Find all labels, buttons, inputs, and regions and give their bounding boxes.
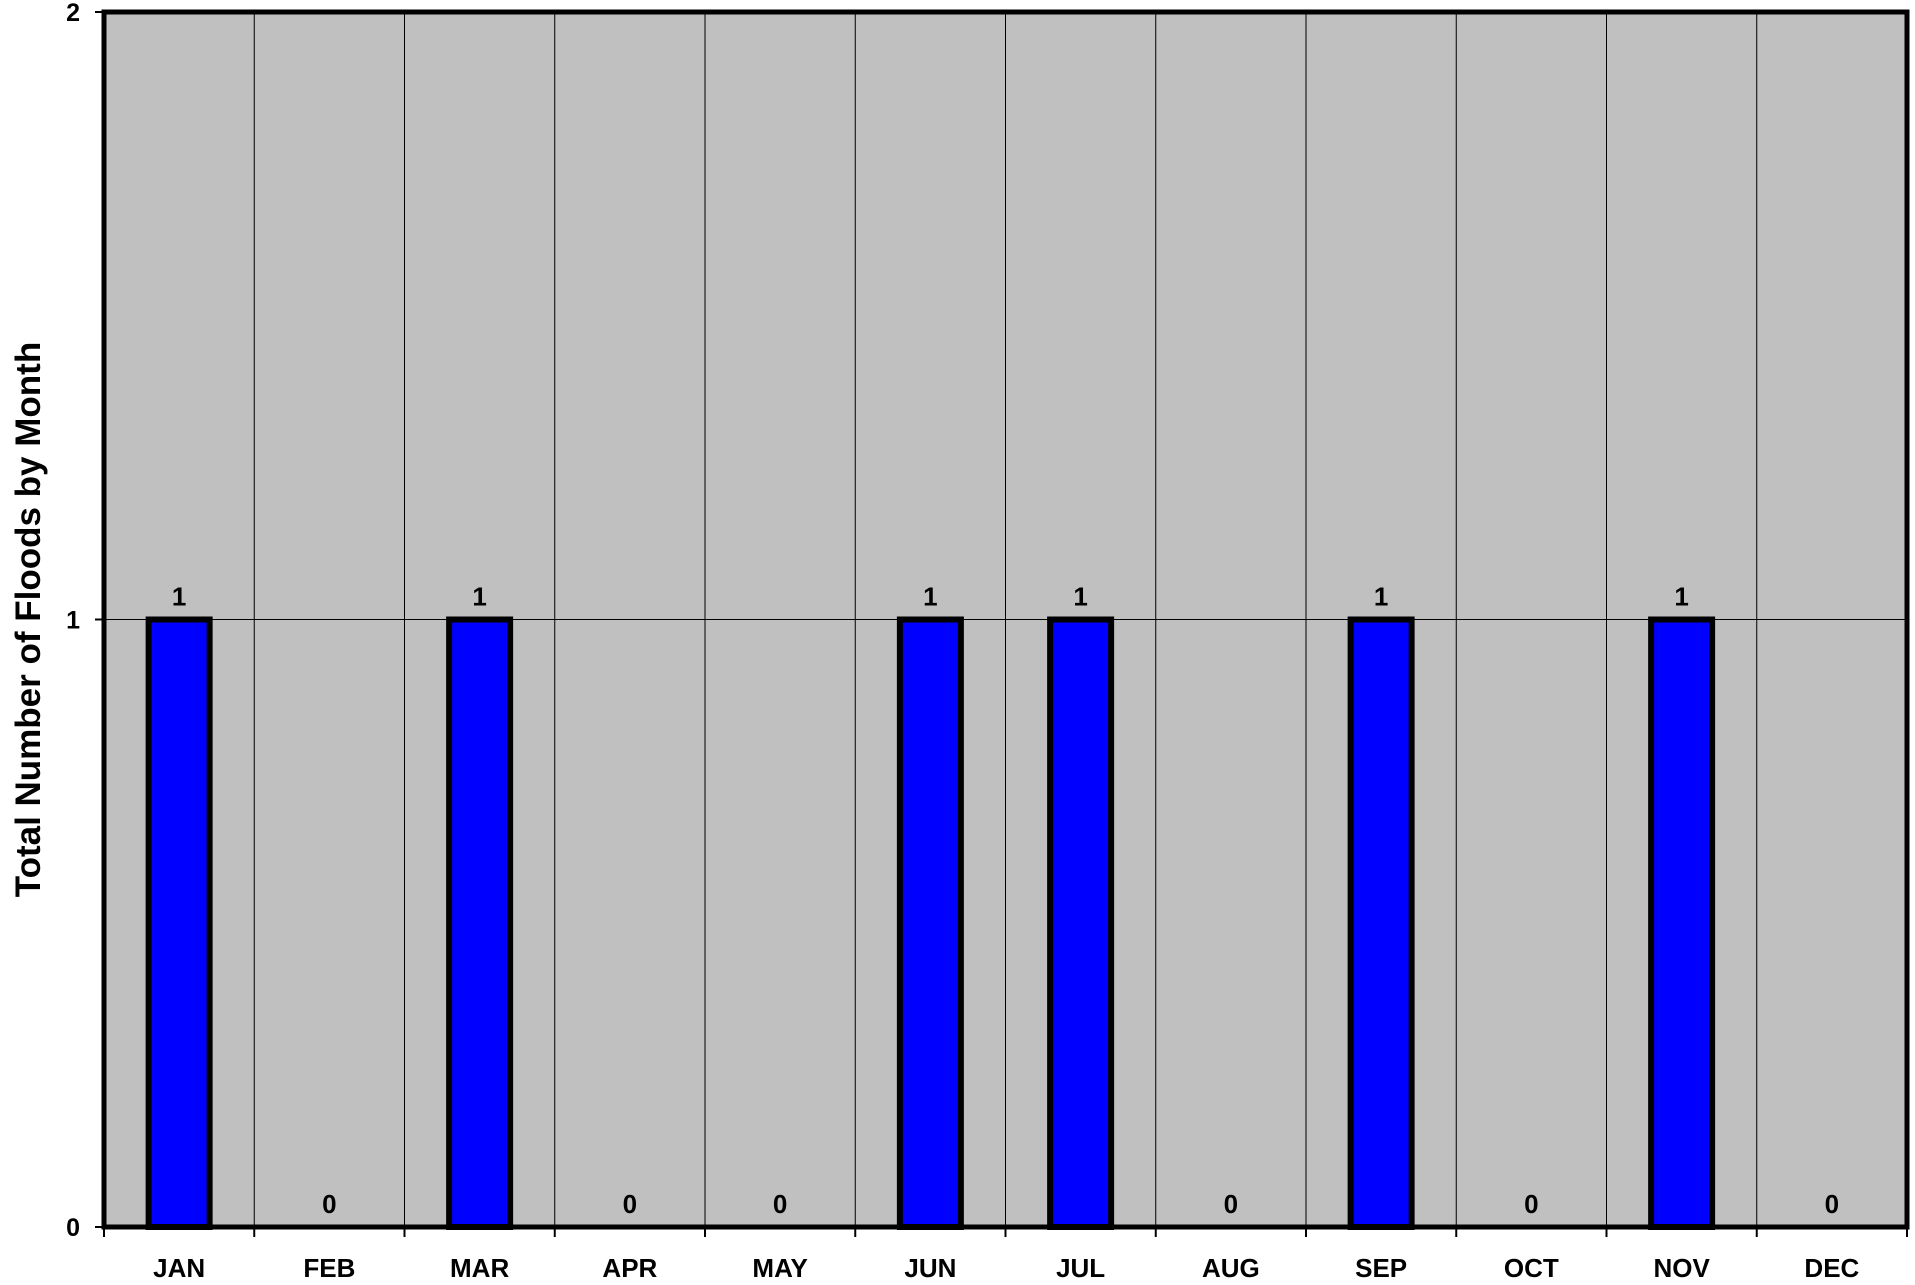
bar-jan: [145, 616, 213, 1230]
data-label-sep: 1: [1374, 582, 1388, 612]
data-labels: 1 0 1 0 0 1 1 0 1 0 1 0: [172, 582, 1839, 1220]
data-label-mar: 1: [472, 582, 486, 612]
bar-sep: [1347, 616, 1415, 1230]
data-label-may: 0: [773, 1189, 787, 1219]
y-tick-label: 0: [66, 1214, 80, 1242]
bar-jul: [1047, 616, 1115, 1230]
data-label-aug: 0: [1224, 1189, 1238, 1219]
data-label-oct: 0: [1524, 1189, 1538, 1219]
x-tick-label-oct: OCT: [1504, 1253, 1559, 1283]
data-label-feb: 0: [322, 1189, 336, 1219]
x-axis: JAN FEB MAR APR MAY JUN JUL AUG SEP OCT NOV DEC: [103, 1227, 1908, 1283]
x-tick-label-jul: JUL: [1056, 1253, 1105, 1283]
bar-jun: [896, 616, 964, 1230]
data-label-dec: 0: [1825, 1189, 1839, 1219]
gridlines: [104, 12, 1907, 1227]
y-axis-title: Total Number of Floods by Month: [9, 342, 48, 897]
y-tick-label: 1: [66, 607, 80, 635]
x-tick-label-feb: FEB: [303, 1253, 355, 1283]
y-axis: 0 1 2: [66, 0, 104, 1242]
x-tick-label-jan: JAN: [153, 1253, 205, 1283]
data-label-jun: 1: [923, 582, 937, 612]
x-tick-label-dec: DEC: [1804, 1253, 1859, 1283]
data-label-apr: 0: [623, 1189, 637, 1219]
data-label-jan: 1: [172, 582, 186, 612]
data-label-jul: 1: [1073, 582, 1087, 612]
x-tick-label-nov: NOV: [1653, 1253, 1710, 1283]
x-tick-label-may: MAY: [752, 1253, 807, 1283]
x-tick-label-aug: AUG: [1202, 1253, 1260, 1283]
x-tick-label-sep: SEP: [1355, 1253, 1407, 1283]
data-label-nov: 1: [1674, 582, 1688, 612]
y-tick-label: 2: [66, 0, 80, 27]
x-tick-label-jun: JUN: [904, 1253, 956, 1283]
x-tick-label-apr: APR: [602, 1253, 657, 1283]
bar-mar: [446, 616, 514, 1230]
bars: [145, 616, 1716, 1230]
bar-nov: [1648, 616, 1716, 1230]
x-tick-label-mar: MAR: [450, 1253, 509, 1283]
